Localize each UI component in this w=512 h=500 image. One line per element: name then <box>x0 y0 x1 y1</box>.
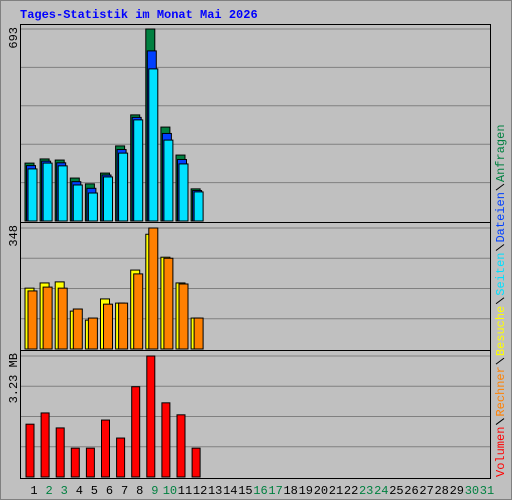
plot-frame <box>20 24 491 479</box>
bar <box>193 317 204 350</box>
bar <box>87 317 98 350</box>
bar <box>55 427 65 478</box>
legend-separator <box>495 183 505 191</box>
bar <box>42 162 53 222</box>
bar <box>193 191 204 222</box>
y-tick-label: 348 <box>7 225 21 247</box>
bar <box>118 152 129 222</box>
x-tick-label: 26 <box>404 484 418 498</box>
bar <box>70 447 80 478</box>
bar <box>57 287 68 350</box>
x-tick-label: 1 <box>30 484 37 498</box>
bar <box>40 412 50 478</box>
x-tick-label: 28 <box>434 484 448 498</box>
x-tick-label: 9 <box>151 484 158 498</box>
legend-label: Anfragen <box>494 124 508 182</box>
x-tick-label: 13 <box>208 484 222 498</box>
legend-separator <box>495 297 505 305</box>
x-tick-label: 12 <box>193 484 207 498</box>
x-tick-label: 29 <box>450 484 464 498</box>
bar <box>148 227 159 350</box>
legend-separator <box>495 357 505 365</box>
legend-label: Seiten <box>494 253 508 296</box>
legend-separator <box>495 244 505 251</box>
bar <box>178 163 189 222</box>
x-tick-label: 15 <box>238 484 252 498</box>
y-tick-label: 3.23 MB <box>7 353 21 403</box>
x-tick-label: 4 <box>76 484 83 498</box>
bar <box>103 303 113 350</box>
bar <box>72 184 83 222</box>
x-tick-label: 2 <box>45 484 52 498</box>
x-tick-label: 23 <box>359 484 373 498</box>
x-tick-label: 11 <box>178 484 192 498</box>
legend-label: Besuche <box>494 306 508 356</box>
y-tick-label: 693 <box>7 27 21 49</box>
chart-title: Tages-Statistik im Monat Mai 2026 <box>20 8 258 22</box>
bar <box>131 386 141 478</box>
x-tick-label: 3 <box>61 484 68 498</box>
x-tick-label: 20 <box>314 484 328 498</box>
x-tick-label: 8 <box>136 484 143 498</box>
bar <box>133 119 144 222</box>
bar <box>163 139 174 222</box>
bar <box>191 447 201 478</box>
legend-label: Volumen <box>494 427 508 477</box>
legend-label: Dateien <box>494 192 508 242</box>
bar <box>72 308 83 350</box>
bar <box>103 176 113 222</box>
legend-label: Rechner <box>494 366 508 416</box>
bar <box>176 414 186 478</box>
bar <box>178 283 189 350</box>
x-tick-label: 27 <box>419 484 433 498</box>
bar <box>118 302 129 350</box>
bar <box>163 257 174 350</box>
bar <box>27 290 38 350</box>
x-tick-label: 10 <box>163 484 177 498</box>
bar <box>148 68 159 222</box>
legend-separator <box>495 418 505 425</box>
x-tick-label: 18 <box>283 484 297 498</box>
bar <box>57 165 68 222</box>
x-tick-label: 16 <box>253 484 267 498</box>
bar <box>85 447 95 478</box>
bar <box>161 402 171 478</box>
x-tick-label: 14 <box>223 484 237 498</box>
bar <box>87 192 98 222</box>
x-tick-label: 24 <box>374 484 388 498</box>
x-tick-label: 17 <box>268 484 282 498</box>
bar <box>42 286 53 350</box>
bar <box>27 168 38 222</box>
x-tick-label: 25 <box>389 484 403 498</box>
bar <box>25 423 35 478</box>
bar <box>133 273 144 350</box>
bar <box>101 419 110 478</box>
x-tick-label: 22 <box>344 484 358 498</box>
x-tick-label: 5 <box>91 484 98 498</box>
x-tick-label: 7 <box>121 484 128 498</box>
bar <box>146 355 156 478</box>
x-tick-label: 21 <box>329 484 343 498</box>
bar <box>116 437 126 478</box>
x-tick-label: 31 <box>480 484 494 498</box>
x-tick-label: 19 <box>299 484 313 498</box>
x-tick-label: 30 <box>465 484 479 498</box>
x-tick-label: 6 <box>106 484 113 498</box>
